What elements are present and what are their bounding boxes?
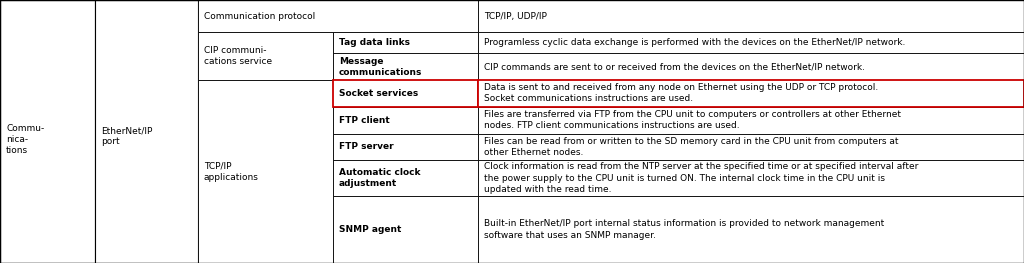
Bar bbox=[333, 53, 478, 80]
Bar bbox=[333, 134, 478, 160]
Bar bbox=[198, 80, 333, 263]
Text: SNMP agent: SNMP agent bbox=[339, 225, 401, 234]
Text: TCP/IP, UDP/IP: TCP/IP, UDP/IP bbox=[484, 12, 547, 21]
Bar bbox=[478, 196, 1024, 263]
Bar bbox=[333, 196, 478, 263]
Bar bbox=[0, 0, 95, 263]
Bar bbox=[478, 0, 1024, 32]
Text: FTP server: FTP server bbox=[339, 142, 393, 151]
Bar bbox=[478, 32, 1024, 53]
Bar bbox=[333, 107, 478, 134]
Text: Commu-
nica-
tions: Commu- nica- tions bbox=[6, 124, 44, 155]
Text: Automatic clock
adjustment: Automatic clock adjustment bbox=[339, 168, 421, 188]
Bar bbox=[478, 53, 1024, 80]
Text: Programless cyclic data exchange is performed with the devices on the EtherNet/I: Programless cyclic data exchange is perf… bbox=[484, 38, 905, 47]
Text: CIP communi-
cations service: CIP communi- cations service bbox=[204, 46, 272, 66]
Bar bbox=[478, 107, 1024, 134]
Text: Tag data links: Tag data links bbox=[339, 38, 410, 47]
Text: EtherNet/IP
port: EtherNet/IP port bbox=[101, 126, 153, 146]
Bar bbox=[478, 80, 1024, 107]
Bar bbox=[478, 134, 1024, 160]
Text: Data is sent to and received from any node on Ethernet using the UDP or TCP prot: Data is sent to and received from any no… bbox=[484, 83, 879, 103]
Bar bbox=[95, 0, 198, 263]
Text: Built-in EtherNet/IP port internal status information is provided to network man: Built-in EtherNet/IP port internal statu… bbox=[484, 219, 885, 240]
Text: Message
communications: Message communications bbox=[339, 57, 422, 77]
Bar bbox=[198, 32, 333, 80]
Text: Files can be read from or written to the SD memory card in the CPU unit from com: Files can be read from or written to the… bbox=[484, 137, 899, 157]
Bar bbox=[333, 160, 478, 196]
Bar bbox=[333, 32, 478, 53]
Bar bbox=[333, 80, 478, 107]
Text: TCP/IP
applications: TCP/IP applications bbox=[204, 161, 259, 181]
Text: Clock information is read from the NTP server at the specified time or at specif: Clock information is read from the NTP s… bbox=[484, 163, 919, 194]
Bar bbox=[198, 0, 478, 32]
Text: Socket services: Socket services bbox=[339, 89, 418, 98]
Bar bbox=[478, 160, 1024, 196]
Text: Communication protocol: Communication protocol bbox=[204, 12, 315, 21]
Text: FTP client: FTP client bbox=[339, 116, 390, 125]
Text: Files are transferred via FTP from the CPU unit to computers or controllers at o: Files are transferred via FTP from the C… bbox=[484, 110, 901, 130]
Text: CIP commands are sent to or received from the devices on the EtherNet/IP network: CIP commands are sent to or received fro… bbox=[484, 62, 865, 71]
